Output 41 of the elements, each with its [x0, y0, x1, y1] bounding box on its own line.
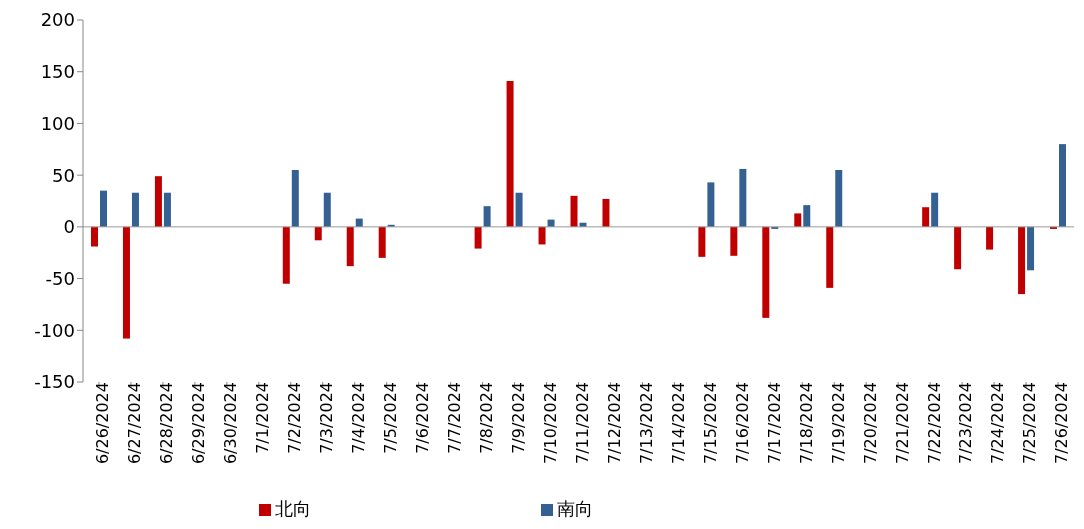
x-tick-label: 7/23/2024 [956, 382, 976, 465]
x-tick-label: 7/25/2024 [1020, 382, 1040, 465]
x-tick-label: 7/2/2024 [285, 382, 305, 454]
x-tick-label: 7/14/2024 [668, 382, 688, 465]
x-tick-label: 7/12/2024 [604, 382, 624, 465]
legend-label: 北向 [275, 498, 311, 519]
x-tick-label: 7/13/2024 [636, 382, 656, 465]
x-tick-label: 7/21/2024 [892, 382, 912, 465]
x-tick-label: 7/3/2024 [317, 382, 337, 454]
legend-label: 南向 [557, 498, 593, 519]
x-tick-label: 7/22/2024 [924, 382, 944, 465]
x-tick-label: 7/5/2024 [381, 382, 401, 454]
x-tick-label: 7/17/2024 [764, 382, 784, 465]
x-tick-label: 7/18/2024 [796, 382, 816, 465]
x-tick-label: 7/19/2024 [828, 382, 848, 465]
x-tick-label: 7/15/2024 [700, 382, 720, 465]
x-tick-label: 7/11/2024 [572, 382, 592, 465]
x-tick-label: 7/1/2024 [253, 382, 273, 454]
x-tick-label: 6/28/2024 [157, 382, 177, 465]
y-tick-label: -150 [34, 371, 75, 393]
y-tick-label: 150 [40, 61, 75, 83]
y-tick-label: 50 [52, 164, 75, 186]
x-tick-label: 7/9/2024 [508, 382, 528, 454]
x-tick-label: 7/10/2024 [540, 382, 560, 465]
x-tick-label: 7/26/2024 [1052, 382, 1072, 465]
x-tick-label: 7/16/2024 [732, 382, 752, 465]
x-tick-label: 7/6/2024 [413, 382, 433, 454]
x-tick-label: 6/26/2024 [93, 382, 113, 465]
x-tick-label: 6/29/2024 [189, 382, 209, 465]
x-tick-label: 7/8/2024 [476, 382, 496, 454]
y-tick-label: -50 [45, 267, 75, 289]
x-tick-label: 6/27/2024 [125, 382, 145, 465]
x-tick-label: 7/4/2024 [349, 382, 369, 454]
y-tick-label: 0 [63, 216, 75, 238]
x-tick-label: 7/20/2024 [860, 382, 880, 465]
y-tick-label: 100 [40, 112, 75, 134]
x-tick-label: 7/24/2024 [988, 382, 1008, 465]
y-tick-label: 200 [40, 9, 75, 31]
y-tick-label: -100 [34, 319, 75, 341]
x-tick-label: 6/30/2024 [221, 382, 241, 465]
x-tick-label: 7/7/2024 [444, 382, 464, 454]
